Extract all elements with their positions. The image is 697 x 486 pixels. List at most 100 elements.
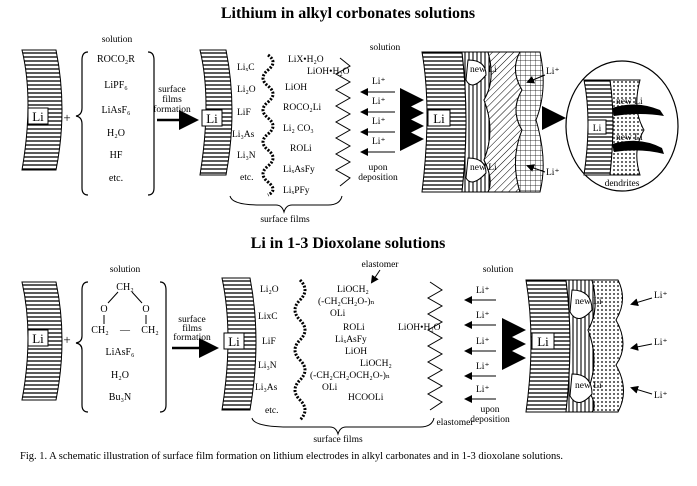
electrode-label: Li	[433, 111, 445, 126]
ring-atom: O	[142, 304, 149, 315]
new-li-label: new Li	[470, 65, 497, 75]
surface-films-brace	[251, 417, 435, 436]
li-ion-label: Li⁺	[476, 311, 489, 321]
solution-item: HF	[110, 150, 123, 161]
film-item: LiₓPFy	[283, 186, 310, 196]
surface-films-label: surface films	[313, 434, 363, 445]
film-region	[514, 51, 544, 193]
film-item: LiₓAsFy	[283, 165, 315, 175]
li-ion-label: Li⁺	[654, 338, 667, 348]
ring-atom: CH₂	[91, 325, 108, 336]
plus-sign: +	[63, 110, 70, 125]
compact-film-layer	[261, 53, 275, 197]
li-ion-label: Li⁺	[476, 286, 489, 296]
plus-sign: +	[63, 332, 70, 347]
new-li-region	[569, 373, 593, 403]
dioxolane-structure: CH₂ O O CH₂ — CH₂ LiAsF₆ H₂O Bu₃N	[91, 282, 158, 403]
ring-bond	[107, 291, 119, 304]
elastomer-pointer	[370, 269, 381, 284]
formation-label: surface films formation	[153, 84, 191, 115]
film-region	[587, 279, 624, 413]
solution-label: solution	[102, 35, 133, 45]
dendrite-branch	[612, 104, 664, 116]
li-ion-label: Li⁺	[372, 137, 385, 147]
solution-right-label: solution	[483, 265, 514, 275]
solution-item: LiAsF₆	[101, 105, 131, 116]
film-item: ROLi	[343, 323, 365, 333]
ring-atom: CH₂	[141, 325, 158, 336]
left-brace	[75, 51, 89, 196]
film-item: LiOH	[345, 347, 367, 357]
bold-arrows	[502, 318, 526, 370]
li-ion-arrows: Li⁺ Li⁺ Li⁺ Li⁺ Li⁺ upon deposition	[464, 286, 510, 425]
dendrite-branch	[612, 140, 664, 154]
film-item: LiF	[262, 337, 276, 347]
film-item: Li₃As	[232, 130, 255, 140]
film-item: (-CH₂CH₂OCH₂O-)ₙ	[310, 370, 390, 381]
new-li-label: new Li	[470, 163, 497, 173]
film-item: Li₂O	[237, 85, 256, 95]
new-li-label: new Li	[575, 297, 602, 307]
li-ion-label: Li⁺	[372, 97, 385, 107]
inner-film-list: LiₓC Li₂O LiF Li₃As Li₃N etc.	[232, 63, 256, 183]
film-item: LiOCH₂	[337, 285, 369, 295]
film-item: LixC	[258, 312, 278, 322]
li-ion-arrow	[526, 74, 546, 84]
film-item: OLi	[330, 309, 346, 319]
solution-item: LiPF₆	[104, 80, 128, 91]
solution-right-label: solution	[370, 43, 401, 53]
li-ion-arrow	[526, 164, 546, 173]
li-ion-arrow	[630, 385, 653, 395]
li-ion-arrow	[630, 342, 653, 351]
film-item: Li₂ CO₃	[283, 124, 314, 134]
new-li-region	[465, 157, 487, 183]
film-item: LiOH•H₂O	[307, 67, 350, 77]
film-item: Li₂O	[260, 285, 279, 295]
right-brace	[159, 281, 167, 413]
upon-deposition-text: upon	[481, 405, 500, 415]
inner-film-list: Li₂O LixC LiF Li₃N Li₃As etc.	[255, 285, 279, 416]
outer-film-list: LiOCH₂ (-CH₂CH₂O-)ₙ OLi ROLi LiOH•H₂O Li…	[310, 285, 441, 403]
new-li-region	[569, 289, 593, 319]
film-item: LiₓAsFy	[335, 335, 367, 345]
electrode-label-box	[587, 119, 607, 135]
surface-films-brace	[229, 195, 343, 214]
li-ion-label: Li⁺	[654, 391, 667, 401]
electrode-label: Li	[206, 111, 218, 126]
electrode-label: Li	[228, 334, 240, 349]
new-li-label: new Li	[616, 97, 643, 107]
solution-item: H₂O	[107, 128, 125, 139]
electrode-label-box	[427, 109, 451, 127]
electrode-label-box	[27, 107, 49, 125]
ring-bond-dash: —	[119, 325, 131, 336]
electrode-label-box	[531, 332, 555, 350]
li-ion-label: Li⁺	[546, 67, 559, 77]
film-item: (-CH₂CH₂O-)ₙ	[318, 296, 375, 307]
upon-deposition-text: upon	[369, 163, 388, 173]
film-item: ROCO₂Li	[283, 103, 322, 113]
porous-film-zigzag	[426, 281, 444, 411]
film-item: Li₃As	[255, 383, 278, 393]
electrode-label: Li	[593, 124, 602, 134]
electrode-label-box	[201, 109, 223, 127]
film-item: ROLi	[290, 144, 312, 154]
solution-item: ROCO₂R	[97, 54, 135, 65]
compact-film-layer	[293, 278, 307, 422]
bold-arrows	[400, 88, 424, 151]
upon-deposition-text: deposition	[358, 173, 398, 183]
upon-deposition-text: deposition	[470, 415, 510, 425]
film-item: etc.	[240, 173, 253, 183]
li-ion-label: Li⁺	[476, 362, 489, 372]
solution-list: ROCO₂R LiPF₆ LiAsF₆ H₂O HF etc.	[97, 54, 135, 184]
film-item: LiF	[237, 108, 251, 118]
formation-text: formation	[153, 104, 191, 115]
electrode-label: Li	[32, 331, 44, 346]
panel1-title: Lithium in alkyl corbonates solutions	[221, 5, 475, 22]
solution-item: Bu₃N	[109, 392, 131, 403]
solution-item: H₂O	[111, 370, 129, 381]
porous-film-zigzag	[334, 57, 352, 187]
panel2-title: Li in 1-3 Dioxolane solutions	[251, 235, 446, 252]
film-item: LiOH	[285, 83, 307, 93]
outer-film-list: LiX•H₂O LiOH•H₂O LiOH ROCO₂Li Li₂ CO₃ RO…	[283, 55, 350, 196]
film-item: Li₃N	[237, 151, 256, 161]
